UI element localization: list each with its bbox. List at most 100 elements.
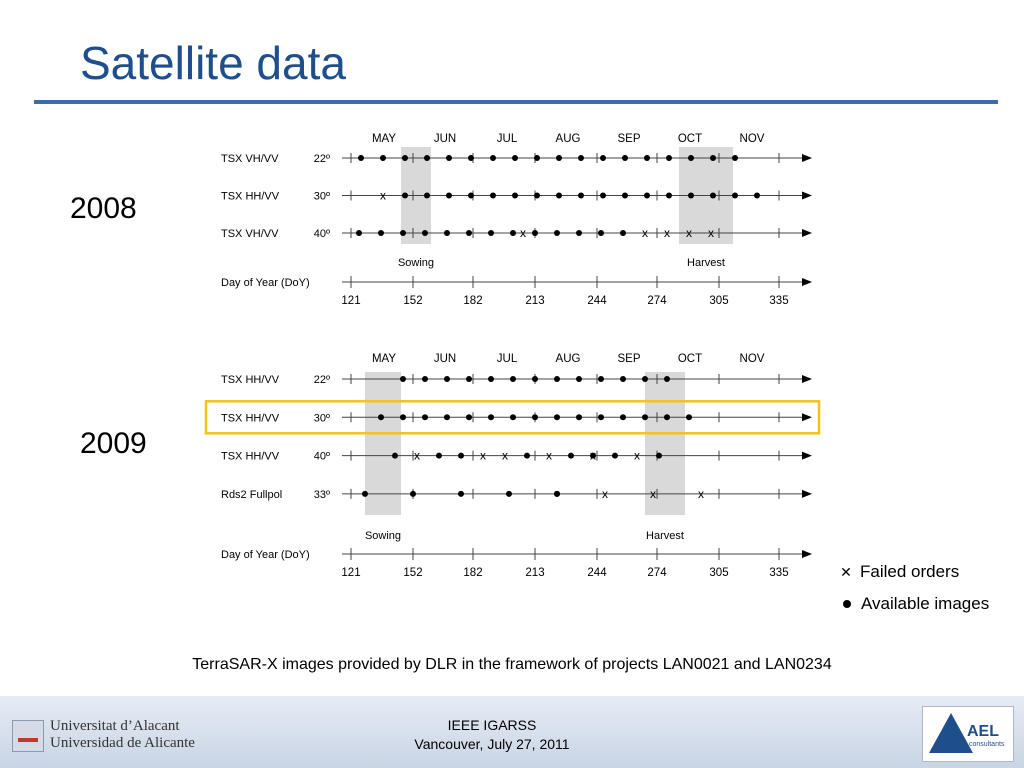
legend-available-label: Available images bbox=[861, 594, 990, 613]
failed-order-cross: x bbox=[414, 449, 420, 463]
available-image-dot bbox=[362, 490, 368, 497]
available-image-dot bbox=[710, 155, 716, 161]
year-label-2008: 2008 bbox=[70, 192, 137, 225]
failed-order-cross: x bbox=[590, 449, 596, 463]
doy-axis-label-2009: Day of Year (DoY) bbox=[221, 549, 310, 561]
ael-triangle-icon bbox=[929, 713, 973, 753]
available-image-dot bbox=[444, 376, 450, 382]
available-image-dot bbox=[468, 155, 474, 161]
available-image-dot bbox=[620, 376, 626, 382]
available-image-dot bbox=[402, 155, 408, 161]
row-axis-arrow-2008-0 bbox=[802, 154, 812, 162]
row-sensor-label-2008-0: TSX VH/VV bbox=[221, 153, 279, 165]
row-axis-arrow-2009-0 bbox=[802, 375, 812, 383]
doy-tick-label-2008-5: 274 bbox=[647, 295, 667, 307]
doy-tick-label-2008-3: 213 bbox=[525, 295, 544, 307]
month-label-nov-2008: NOV bbox=[740, 133, 765, 145]
ael-logo-subtext: consultants bbox=[969, 741, 1005, 748]
available-image-dot bbox=[532, 230, 538, 236]
available-image-dot bbox=[688, 155, 694, 161]
available-image-dot bbox=[424, 155, 430, 161]
row-axis-arrow-2009-3 bbox=[802, 489, 812, 498]
available-image-dot bbox=[410, 490, 416, 497]
row-axis-arrow-2009-1 bbox=[802, 413, 812, 422]
row-sensor-label-2009-0: TSX HH/VV bbox=[221, 374, 280, 386]
available-image-dot bbox=[444, 414, 450, 421]
university-name-valencian: Universitat d’Alacant bbox=[50, 718, 180, 734]
doy-tick-label-2009-2: 182 bbox=[463, 567, 482, 579]
available-image-dot bbox=[488, 414, 494, 421]
available-image-dot bbox=[620, 230, 626, 236]
shade-label-harvest-2009: Harvest bbox=[646, 530, 684, 542]
available-image-dot bbox=[392, 452, 398, 459]
doy-tick-label-2009-0: 121 bbox=[341, 567, 360, 579]
row-axis-arrow-2008-2 bbox=[802, 229, 812, 237]
failed-order-cross: x bbox=[502, 449, 508, 463]
doy-axis-arrow-2008 bbox=[802, 278, 812, 286]
month-label-oct-2008: OCT bbox=[678, 133, 702, 145]
conference-name: IEEE IGARSS bbox=[447, 717, 537, 733]
available-image-dot bbox=[664, 414, 670, 421]
available-image-dot bbox=[642, 414, 648, 421]
failed-order-cross: x bbox=[650, 487, 656, 501]
available-image-dot bbox=[556, 155, 562, 161]
available-image-dot bbox=[534, 192, 540, 199]
available-image-dot bbox=[590, 452, 596, 459]
month-label-jul-2008: JUL bbox=[497, 133, 518, 145]
available-image-dot bbox=[554, 376, 560, 382]
available-image-dot bbox=[642, 376, 648, 382]
available-image-dot bbox=[554, 490, 560, 497]
row-sensor-label-2008-2: TSX VH/VV bbox=[221, 228, 279, 240]
doy-tick-label-2008-0: 121 bbox=[341, 295, 360, 307]
doy-tick-label-2008-1: 152 bbox=[403, 295, 422, 307]
month-label-sep-2009: SEP bbox=[617, 353, 640, 365]
month-label-aug-2008: AUG bbox=[556, 133, 581, 145]
month-label-jul-2009: JUL bbox=[497, 353, 518, 365]
available-image-dot bbox=[732, 192, 738, 199]
month-label-jun-2008: JUN bbox=[434, 133, 456, 145]
available-image-dot bbox=[600, 155, 606, 161]
available-image-dot bbox=[512, 155, 518, 161]
available-image-dot bbox=[402, 192, 408, 199]
available-image-dot bbox=[488, 230, 494, 236]
image-credit-caption: TerraSAR-X images provided by DLR in the… bbox=[192, 656, 832, 673]
failed-order-cross: x bbox=[642, 226, 648, 240]
doy-axis-label-2008: Day of Year (DoY) bbox=[221, 277, 310, 289]
legend-available: Available images bbox=[840, 594, 989, 614]
month-label-may-2008: MAY bbox=[372, 133, 396, 145]
failed-order-cross: x bbox=[546, 449, 552, 463]
month-label-nov-2009: NOV bbox=[740, 353, 765, 365]
available-image-dot bbox=[400, 414, 406, 421]
available-image-dot bbox=[622, 192, 628, 199]
month-label-jun-2009: JUN bbox=[434, 353, 456, 365]
row-angle-label-2008-2: 40º bbox=[314, 228, 330, 240]
failed-order-cross: x bbox=[698, 487, 704, 501]
failed-order-cross: x bbox=[602, 487, 608, 501]
doy-tick-label-2008-4: 244 bbox=[587, 295, 607, 307]
available-image-dot bbox=[356, 230, 362, 236]
available-image-dot bbox=[380, 155, 386, 161]
available-image-dot bbox=[422, 376, 428, 382]
available-image-dot bbox=[466, 414, 472, 421]
doy-tick-label-2008-6: 305 bbox=[709, 295, 728, 307]
available-image-dot bbox=[422, 230, 428, 236]
month-label-may-2009: MAY bbox=[372, 353, 396, 365]
available-image-dot bbox=[400, 230, 406, 236]
available-image-dot bbox=[710, 192, 716, 199]
available-image-dot bbox=[490, 155, 496, 161]
available-image-dot bbox=[666, 192, 672, 199]
available-image-dot bbox=[424, 192, 430, 199]
row-sensor-label-2008-1: TSX HH/VV bbox=[221, 191, 280, 203]
available-image-dot bbox=[468, 192, 474, 199]
doy-tick-label-2009-1: 152 bbox=[403, 567, 422, 579]
available-image-dot bbox=[598, 414, 604, 421]
available-image-dot bbox=[600, 192, 606, 199]
available-image-dot bbox=[598, 230, 604, 236]
row-sensor-label-2009-3: Rds2 Fullpol bbox=[221, 489, 282, 501]
slide-footer: Universitat d’Alacant Universidad de Ali… bbox=[0, 696, 1024, 768]
shade-harvest-2009 bbox=[645, 372, 685, 515]
available-image-dot bbox=[506, 490, 512, 497]
failed-order-cross: x bbox=[480, 449, 486, 463]
slide-title: Satellite data bbox=[80, 37, 346, 89]
